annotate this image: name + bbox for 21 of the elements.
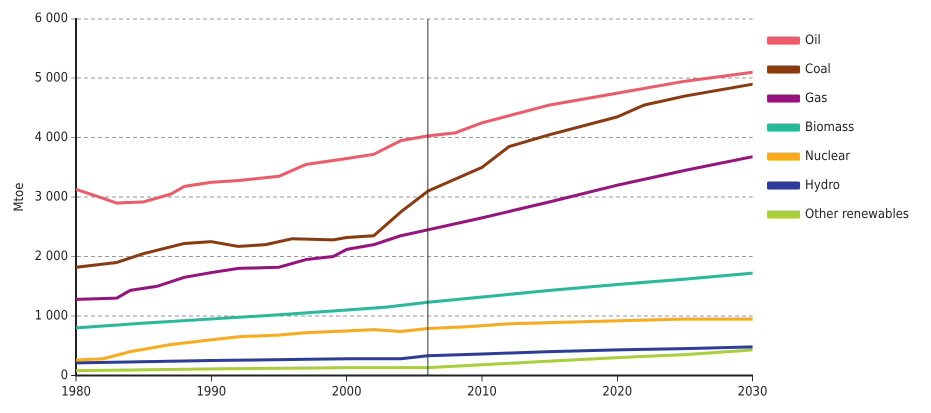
legend-label: Gas [805, 90, 828, 106]
y-tick-label: 3 000 [34, 189, 68, 204]
legend-label: Hydro [805, 178, 840, 193]
y-tick-label: 6 000 [34, 11, 68, 26]
y-tick-label: 0 [60, 368, 68, 383]
y-axis-title: Mtoe [12, 182, 28, 212]
x-tick-label: 2030 [738, 384, 768, 400]
x-tick-label: 1980 [61, 384, 91, 400]
legend-label: Biomass [805, 120, 854, 135]
legend-label: Other renewables [805, 206, 910, 222]
x-tick-label: 2010 [467, 384, 497, 400]
x-tick-label: 2020 [602, 384, 632, 400]
legend-label: Oil [805, 32, 821, 48]
x-tick-label: 2000 [332, 384, 362, 400]
x-tick-label: 1990 [196, 384, 226, 400]
y-tick-label: 2 000 [34, 248, 68, 264]
legend-label: Nuclear [805, 148, 850, 164]
y-tick-label: 1 000 [34, 308, 68, 324]
y-tick-label: 5 000 [34, 70, 68, 86]
legend-label: Coal [805, 62, 831, 77]
y-tick-label: 4 000 [34, 130, 68, 146]
